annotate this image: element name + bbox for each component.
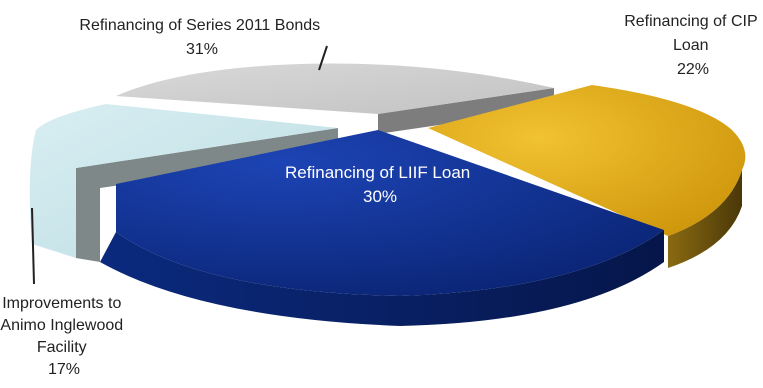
- slice-liif-loan-top: [116, 130, 664, 296]
- slice-series-2011-top: [116, 63, 554, 114]
- label-cip-loan-line-1: Refinancing of CIP: [624, 13, 757, 30]
- label-series-2011-percent: 31%: [186, 41, 218, 58]
- label-cip-loan-percent: 22%: [677, 61, 709, 78]
- label-animo-inglewood-line-3: Facility: [37, 339, 87, 356]
- label-liif-loan-percent: 30%: [363, 187, 397, 206]
- leader-line-series-2011: [318, 45, 328, 71]
- label-liif-loan: Refinancing of LIIF Loan 30%: [285, 163, 475, 206]
- label-animo-inglewood-percent: 17%: [48, 361, 80, 378]
- slice-cip-loan: [428, 85, 746, 268]
- label-liif-loan-line-1: Refinancing of LIIF Loan: [285, 163, 470, 182]
- slice-animo-inglewood-top: [29, 104, 338, 258]
- slice-series-2011: [116, 63, 554, 134]
- label-series-2011-line-1: Refinancing of Series 2011 Bonds: [79, 17, 320, 34]
- label-animo-inglewood: Improvements to Animo Inglewood Facility…: [0, 295, 127, 378]
- slice-liif-loan-side: [100, 230, 664, 326]
- label-animo-inglewood-line-2: Animo Inglewood: [0, 317, 123, 334]
- label-cip-loan: Refinancing of CIP Loan 22%: [624, 13, 762, 78]
- label-cip-loan-line-2: Loan: [673, 37, 709, 54]
- slice-cip-loan-top: [428, 85, 746, 236]
- slice-series-2011-side: [378, 88, 554, 134]
- slice-cip-loan-side: [668, 170, 742, 268]
- slice-liif-loan: [100, 130, 664, 326]
- leader-line-animo-inglewood: [31, 207, 35, 285]
- label-series-2011: Refinancing of Series 2011 Bonds 31%: [79, 17, 324, 58]
- label-animo-inglewood-line-1: Improvements to: [2, 295, 121, 312]
